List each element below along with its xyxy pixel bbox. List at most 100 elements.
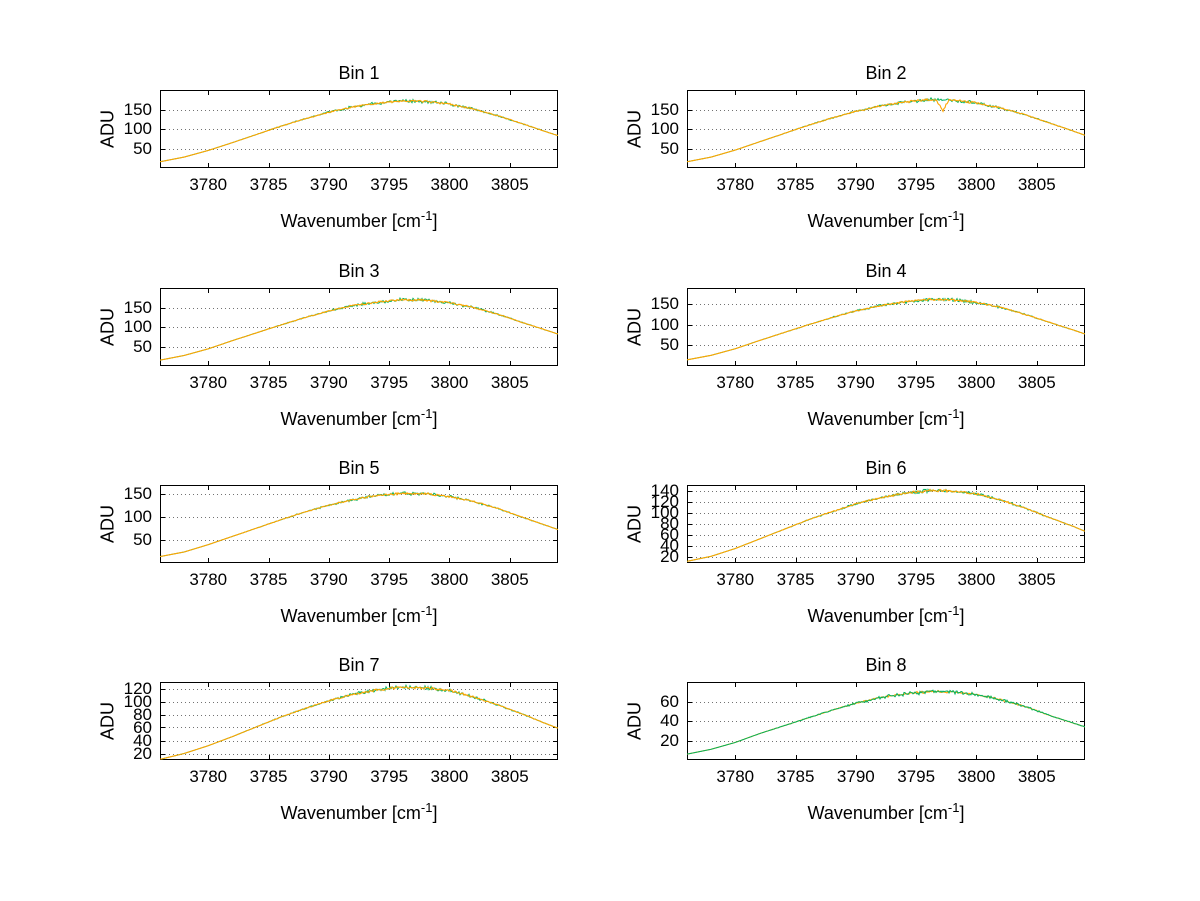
x-axis-label: Wavenumber [cm-1] [687,800,1085,824]
x-tick-label: 3790 [309,767,348,786]
y-axis-label: ADU [624,504,645,544]
subplot-bin-2: Bin 2 ADU 50 100 150 3780 3785 3790 3795 3800 3… [625,63,1085,231]
x-tick-label: 3795 [897,570,936,589]
y-axis-label: ADU [624,307,645,347]
x-tick-label: 3805 [490,175,529,194]
x-tick-label: 3800 [957,767,996,786]
x-tick-label: 3790 [309,373,348,392]
x-tick-label: 3780 [189,570,228,589]
plot-canvas [687,288,1085,366]
x-axis-label: Wavenumber [cm-1] [687,603,1085,627]
x-tick-label: 3780 [189,175,228,194]
x-tick-label: 3805 [1017,570,1056,589]
x-tick-label: 3785 [249,373,288,392]
x-axis-label-text: Wavenumber [cm [280,409,421,429]
x-axis-label-text: Wavenumber [cm [280,211,421,231]
plot-title: Bin 8 [865,655,907,675]
x-axis-label: Wavenumber [cm-1] [160,603,558,627]
x-tick-label: 3785 [249,175,288,194]
x-tick-label: 3805 [1017,175,1056,194]
plot-canvas [687,485,1085,563]
plot-title: Bin 5 [338,458,380,478]
x-axis-label-close: ] [432,409,438,429]
x-tick-label: 3800 [957,373,996,392]
x-axis-label-superscript: -1 [947,406,960,421]
x-tick-label: 3790 [836,373,875,392]
x-tick-label: 3780 [716,373,755,392]
y-tick-label: 20 [133,743,152,763]
x-axis-label-close: ] [432,211,438,231]
x-axis-label: Wavenumber [cm-1] [160,800,558,824]
plot-title: Bin 3 [338,261,380,281]
x-tick-label: 3800 [430,767,469,786]
x-tick-label: 3790 [836,175,875,194]
y-axis-label: ADU [97,307,118,347]
plot-canvas [687,682,1085,760]
subplot-bin-1: Bin 1 ADU 50 100 150 3780 3785 3790 3795 3800 3… [98,63,558,231]
x-tick-label: 3800 [430,175,469,194]
x-axis-label-text: Wavenumber [cm [807,211,948,231]
x-axis-label-superscript: -1 [420,800,433,815]
x-axis-label-close: ] [959,803,965,823]
subplot-bin-5: Bin 5 ADU 50 100 150 3780 3785 3790 3795 3800 3… [98,458,558,626]
x-axis-label-superscript: -1 [420,603,433,618]
x-axis-label-text: Wavenumber [cm [280,803,421,823]
x-tick-label: 3795 [897,175,936,194]
x-tick-label: 3795 [897,767,936,786]
x-tick-label: 3805 [490,373,529,392]
x-tick-label: 3800 [430,373,469,392]
x-tick-label: 3790 [836,767,875,786]
y-tick-label: 150 [123,484,152,504]
subplot-bin-6: Bin 6 ADU 20 40 60 80 100 120 140 3780 3785 3790… [625,458,1085,626]
x-tick-label: 3785 [776,373,815,392]
subplot-bin-4: Bin 4 ADU 50 100 150 3780 3785 3790 3795 3800 3… [625,261,1085,429]
x-axis-label-superscript: -1 [420,208,433,223]
plot-title: Bin 7 [338,655,380,675]
x-tick-label: 3790 [309,570,348,589]
x-tick-label: 3780 [189,373,228,392]
plot-canvas [687,90,1085,168]
x-axis-label-text: Wavenumber [cm [807,409,948,429]
x-tick-label: 3785 [776,175,815,194]
x-axis-label: Wavenumber [cm-1] [160,406,558,430]
plot-canvas [160,682,558,760]
plot-title: Bin 1 [338,63,380,83]
x-tick-label: 3800 [957,175,996,194]
x-tick-label: 3785 [249,767,288,786]
x-tick-label: 3800 [430,570,469,589]
x-axis-label: Wavenumber [cm-1] [687,208,1085,232]
plot-canvas [160,288,558,366]
x-tick-label: 3790 [309,175,348,194]
y-axis-label: ADU [97,701,118,741]
x-axis-label-close: ] [432,606,438,626]
x-axis-label-superscript: -1 [947,208,960,223]
plot-canvas [160,485,558,563]
y-tick-label: 120 [123,678,152,698]
x-tick-label: 3805 [490,570,529,589]
y-axis-label: ADU [97,109,118,149]
y-tick-label: 140 [650,480,679,500]
x-tick-label: 3785 [776,767,815,786]
x-axis-label: Wavenumber [cm-1] [687,406,1085,430]
subplot-bin-7: Bin 7 ADU 20 40 60 80 100 120 3780 3785 3790 379… [98,655,558,823]
y-axis-label: ADU [624,701,645,741]
plot-canvas [160,90,558,168]
x-axis-label-text: Wavenumber [cm [807,803,948,823]
x-tick-label: 3805 [1017,373,1056,392]
x-tick-label: 3780 [716,767,755,786]
x-tick-label: 3780 [716,175,755,194]
x-tick-label: 3780 [189,767,228,786]
x-tick-label: 3785 [776,570,815,589]
x-axis-label-superscript: -1 [420,406,433,421]
plot-title: Bin 2 [865,63,907,83]
x-tick-label: 3790 [836,570,875,589]
x-axis-label-close: ] [432,803,438,823]
x-tick-label: 3795 [370,373,409,392]
x-tick-label: 3795 [897,373,936,392]
plot-title: Bin 6 [865,458,907,478]
x-tick-label: 3780 [716,570,755,589]
subplot-bin-8: Bin 8 ADU 20 40 60 3780 3785 3790 3795 3800 380… [625,655,1085,823]
x-axis-label-text: Wavenumber [cm [280,606,421,626]
x-tick-label: 3785 [249,570,288,589]
